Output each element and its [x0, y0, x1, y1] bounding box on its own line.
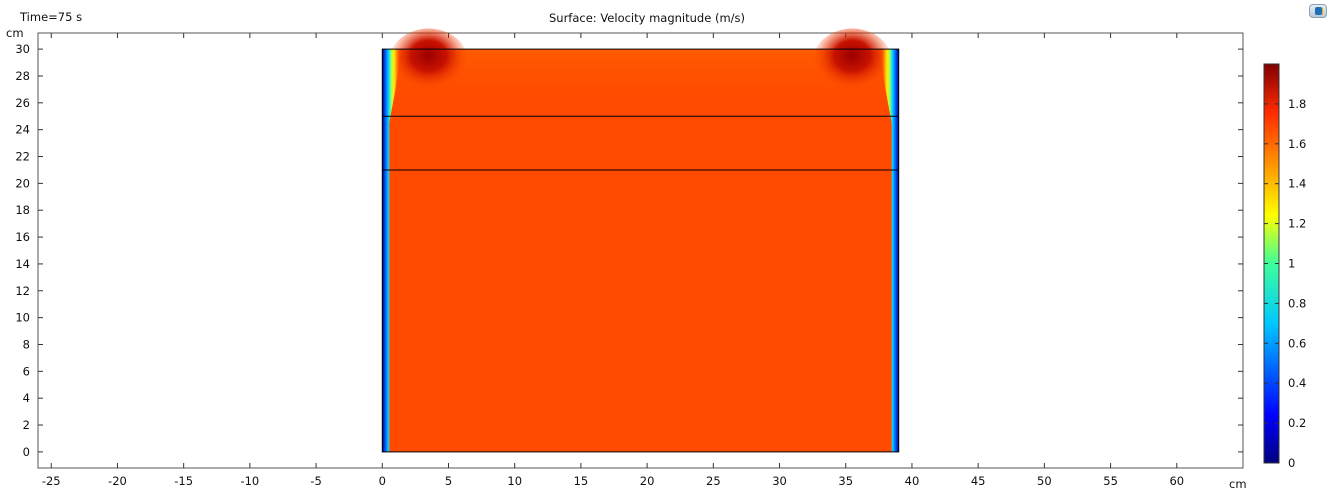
right-wall-boundary-layer: [880, 49, 899, 452]
graphics-toolbar-icon[interactable]: [1309, 4, 1327, 18]
velocity-field: [381, 28, 900, 453]
y-tick-label: 26: [15, 96, 30, 110]
y-tick-label: 2: [23, 418, 30, 432]
x-tick-label: 35: [838, 474, 853, 488]
colorbar-tick-label: 0.8: [1288, 296, 1306, 310]
x-tick-label: 10: [507, 474, 522, 488]
colorbar-tick-label: 1: [1288, 257, 1295, 271]
x-tick-label: -10: [240, 474, 259, 488]
y-tick-label: 20: [15, 176, 30, 190]
y-tick-label: 18: [15, 203, 30, 217]
time-label: Time=75 s: [19, 10, 82, 24]
x-axis-ticks: -25 -20 -15 -10 -5 0 5 10 15 20 25 30 35 40 45 50 55 60: [42, 33, 1184, 488]
velocity-peak-spot: [388, 28, 469, 97]
colorbar-tick-label: 0: [1288, 456, 1295, 470]
left-wall-boundary-layer: [382, 49, 401, 452]
y-axis-unit: cm: [6, 26, 24, 40]
colorbar-tick-label: 1.4: [1288, 177, 1306, 191]
x-axis-unit: cm: [1229, 477, 1247, 491]
colorbar-tick-label: 1.8: [1288, 97, 1306, 111]
colorbar-tick-label: 1.2: [1288, 217, 1306, 231]
y-tick-label: 4: [23, 391, 30, 405]
colorbar-tick-label: 0.6: [1288, 336, 1306, 350]
colorbar-tick-label: 0.2: [1288, 416, 1306, 430]
domain-outline: [381, 48, 900, 453]
x-tick-label: -20: [108, 474, 127, 488]
colorbar: 0 0.2 0.4 0.6 0.8 1 1.2 1.4 1.6 1.8: [1263, 63, 1306, 470]
y-tick-label: 14: [15, 257, 30, 271]
y-tick-label: 8: [23, 337, 30, 351]
y-tick-label: 16: [15, 230, 30, 244]
y-tick-label: 30: [15, 42, 30, 56]
x-tick-label: 55: [1103, 474, 1118, 488]
y-tick-label: 28: [15, 69, 30, 83]
x-tick-label: -25: [42, 474, 61, 488]
y-tick-label: 24: [15, 123, 30, 137]
y-tick-label: 10: [15, 311, 30, 325]
x-tick-label: 60: [1169, 474, 1184, 488]
x-tick-label: 30: [772, 474, 787, 488]
x-tick-label: 15: [574, 474, 589, 488]
x-tick-label: 40: [905, 474, 920, 488]
x-tick-label: 0: [379, 474, 386, 488]
x-tick-label: 5: [445, 474, 452, 488]
colorbar-tick-label: 0.4: [1288, 376, 1306, 390]
plot-title: Surface: Velocity magnitude (m/s): [549, 11, 745, 25]
y-tick-label: 0: [23, 445, 30, 459]
x-tick-label: 50: [1037, 474, 1052, 488]
colorbar-tick-label: 1.6: [1288, 137, 1306, 151]
x-tick-label: -15: [174, 474, 193, 488]
colorbar-ticks: 0 0.2 0.4 0.6 0.8 1 1.2 1.4 1.6 1.8: [1264, 97, 1306, 470]
y-tick-label: 6: [23, 364, 30, 378]
x-tick-label: 25: [706, 474, 721, 488]
x-tick-label: 45: [971, 474, 986, 488]
y-tick-label: 12: [15, 284, 30, 298]
velocity-peak-spot: [812, 28, 893, 97]
x-tick-label: 20: [640, 474, 655, 488]
y-tick-label: 22: [15, 150, 30, 164]
x-tick-label: -5: [310, 474, 321, 488]
